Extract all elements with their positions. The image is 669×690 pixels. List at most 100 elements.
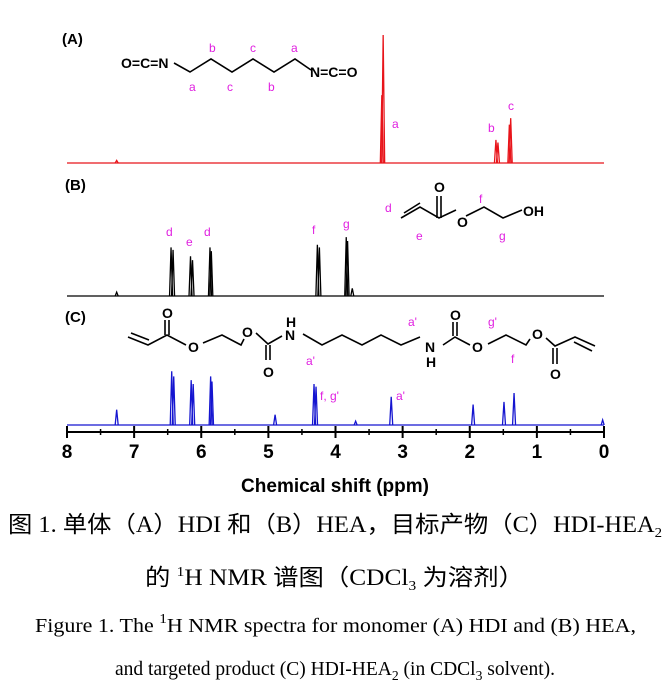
peak xyxy=(495,142,501,164)
caption-text: 2 xyxy=(655,526,662,541)
atom: O xyxy=(472,339,483,355)
peak xyxy=(209,251,214,297)
bond xyxy=(403,202,421,214)
peak-label: c xyxy=(508,99,514,113)
atom: N=C=O xyxy=(310,64,358,80)
caption-text: 1 xyxy=(177,565,185,580)
atom: H xyxy=(426,354,436,370)
peak xyxy=(317,247,322,297)
caption-text: 3 xyxy=(408,579,416,594)
structure-b: d e O O f g OH xyxy=(385,179,544,243)
structure-label: g xyxy=(499,229,506,243)
caption-line: Figure 1. The 1H NMR spectra for monomer… xyxy=(35,612,636,637)
caption-text: and targeted product (C) HDI-HEA xyxy=(115,658,392,680)
structure-label: e xyxy=(416,229,423,243)
structure-label: f xyxy=(511,352,515,366)
bond xyxy=(545,336,596,347)
atom: O xyxy=(263,364,274,380)
peak xyxy=(272,414,278,426)
peak-label: g xyxy=(343,217,350,231)
x-tick-label: 8 xyxy=(62,442,73,463)
caption-text: H NMR spectra for monomer (A) HDI and (B… xyxy=(167,615,636,637)
x-tick-label: 4 xyxy=(330,442,341,463)
caption-text: (in CDCl xyxy=(399,658,476,680)
structure-label: b xyxy=(209,41,216,55)
peak xyxy=(209,381,215,426)
caption-text: 3 xyxy=(476,669,483,684)
structure-label: c xyxy=(227,80,233,94)
structure-c: O O O O N H N H O O O O a' a' g' f xyxy=(127,305,596,382)
panel-label: (B) xyxy=(65,177,86,194)
peak-label: f xyxy=(312,223,316,237)
panel-label: (A) xyxy=(62,31,83,48)
bond xyxy=(173,58,312,73)
peak xyxy=(501,401,507,426)
peak xyxy=(345,240,350,297)
peak xyxy=(350,288,355,297)
structure-a: O=C=N N=C=O b c a a c b xyxy=(121,41,358,94)
bond xyxy=(573,341,593,352)
peak xyxy=(507,124,512,164)
peak xyxy=(313,386,319,426)
structure-label: c xyxy=(250,41,256,55)
peak xyxy=(170,249,176,297)
caption-line: and targeted product (C) HDI-HEA2 (in CD… xyxy=(115,658,555,684)
caption-line: 图 1. 单体（A）HDI 和（B）HEA，目标产物（C）HDI-HEA 2 xyxy=(8,512,662,541)
peak xyxy=(171,376,176,426)
bond xyxy=(487,334,531,347)
peak-label: b xyxy=(488,121,495,135)
bond xyxy=(130,332,150,341)
atom: O xyxy=(434,179,445,195)
caption-text: Figure 1. The xyxy=(35,615,159,637)
caption-text: 2 xyxy=(392,669,399,684)
bond xyxy=(442,336,471,346)
peak xyxy=(381,34,386,164)
atom: O xyxy=(457,214,468,230)
peak xyxy=(353,419,358,426)
caption-line: 的 1H NMR 谱图（CDCl 3 为溶剂） xyxy=(145,565,524,594)
peak xyxy=(508,118,513,164)
bond xyxy=(400,206,457,219)
bond xyxy=(127,334,187,346)
structure-label: d xyxy=(385,201,392,215)
bond xyxy=(255,332,283,345)
atom: O xyxy=(532,326,543,342)
peak xyxy=(389,396,394,426)
peak-label: a xyxy=(392,117,399,131)
atom: H xyxy=(286,314,296,330)
x-axis-label: Chemical shift (ppm) xyxy=(241,476,429,497)
atom: O=C=N xyxy=(121,55,168,71)
atom: O xyxy=(450,307,461,323)
caption-text: H NMR 谱图（CDCl xyxy=(184,565,408,590)
peak-label: f, g' xyxy=(320,389,339,403)
x-tick-label: 2 xyxy=(464,442,475,463)
structure-label: a' xyxy=(306,354,315,368)
structure-label: g' xyxy=(488,315,497,329)
caption-text: 的 xyxy=(145,565,177,590)
atom: N xyxy=(285,327,295,343)
structure-label: b xyxy=(268,80,275,94)
panel-label: (C) xyxy=(65,309,86,326)
peak-label: d xyxy=(166,225,173,239)
peak xyxy=(190,260,195,297)
x-tick-label: 7 xyxy=(129,442,140,463)
caption-text: solvent). xyxy=(482,658,555,680)
structure-label: f xyxy=(479,192,483,206)
structure-label: a xyxy=(291,41,298,55)
peak xyxy=(114,290,119,297)
atom: O xyxy=(550,366,561,382)
peak xyxy=(191,384,196,426)
atom: OH xyxy=(523,203,544,219)
bond xyxy=(465,206,523,219)
peak xyxy=(114,159,119,164)
caption-text: 1 xyxy=(159,612,167,627)
atom: O xyxy=(242,324,253,340)
caption-text: 图 1. 单体（A）HDI 和（B）HEA，目标产物（C）HDI-HEA xyxy=(8,512,655,537)
atom: N xyxy=(425,339,435,355)
peak-label: e xyxy=(186,235,193,249)
atom: O xyxy=(162,305,173,321)
x-tick-label: 5 xyxy=(263,442,274,463)
bond xyxy=(202,334,245,347)
bond xyxy=(302,333,421,346)
caption-text: 为溶剂） xyxy=(416,565,524,590)
